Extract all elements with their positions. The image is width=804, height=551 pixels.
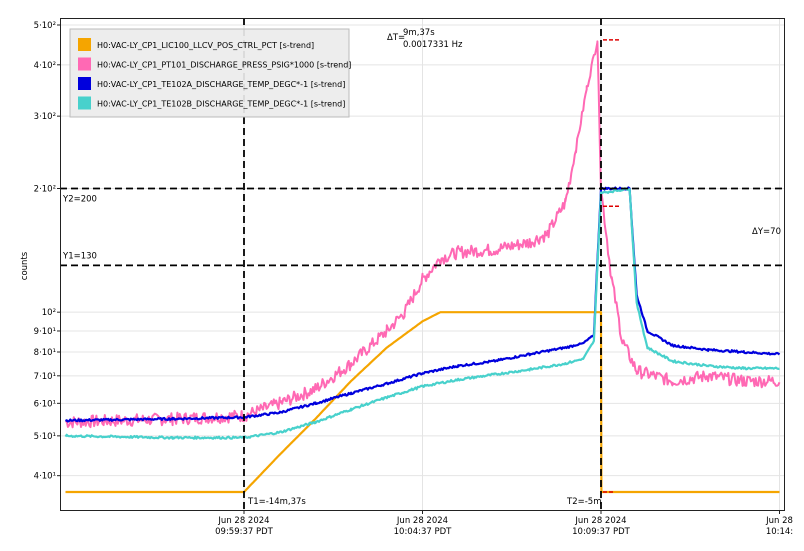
x-tick-date: Jun 28 [765,516,793,526]
cursor-t2-label: T2=-5m [566,497,601,507]
y-tick-label: 10² [42,308,56,318]
cursor-y1-label: Y1=130 [62,251,97,261]
delta-t-frequency: 0.0017331 Hz [403,40,463,50]
x-tick-time: 10:14: [766,527,793,537]
x-tick-time: 10:09:37 PDT [572,527,631,537]
y-tick-label: 4·10² [34,61,56,71]
x-tick-date: Jun 28 2024 [574,516,626,526]
delta-t-value: 9m,37s [403,28,435,38]
plot-frame [60,18,785,511]
x-tick-date: Jun 28 2024 [396,516,448,526]
legend-swatch-2 [78,57,91,71]
y-tick-label: 3·10² [34,112,56,122]
legend-label-2: H0:VAC-LY_CP1_PT101_DISCHARGE_PRESS_PSIG… [97,61,351,70]
legend-label-1: H0:VAC-LY_CP1_LIC100_LLCV_POS_CTRL_PCT [… [97,41,314,50]
x-tick-time: 09:59:37 PDT [215,527,274,537]
y-axis: 4·10¹ 5·10¹ 6·10¹ 7·10¹ 8·10¹ 9·10¹ 10² 2·10² 3·… [34,21,60,482]
y-axis-label: counts [20,251,30,280]
y-tick-label: 5·10² [34,21,56,31]
series-line-2 [64,40,781,429]
y-tick-label: 5·10¹ [34,432,56,442]
y-tick-label: 6·10¹ [34,399,56,409]
cursor-t1-label: T1=-14m,37s [247,497,306,507]
legend-label-4: H0:VAC-LY_CP1_TE102B_DISCHARGE_TEMP_DEGC… [97,100,345,109]
cursors: T1=-14m,37s T2=-5m Y1=130 Y2=200 ΔT=9m,37s 0.… [60,18,784,510]
series-line-1 [65,311,780,494]
x-tick-date: Jun 28 2024 [217,516,269,526]
legend: H0:VAC-LY_CP1_LIC100_LLCV_POS_CTRL_PCT [… [69,28,351,118]
y-tick-label: 2·10² [34,184,56,194]
y-tick-label: 9·10¹ [34,327,56,337]
y-tick-label: 4·10¹ [34,472,56,482]
x-tick-time: 10:04:37 PDT [394,527,453,537]
legend-swatch-3 [78,77,91,90]
delta-y-label: ΔY=70 [752,227,781,237]
legend-swatch-1 [78,38,91,51]
cursor-y2-label: Y2=200 [62,194,97,204]
legend-swatch-4 [78,96,91,110]
legend-box [69,28,350,118]
legend-label-3: H0:VAC-LY_CP1_TE102A_DISCHARGE_TEMP_DEGC… [97,80,345,89]
series-line-3 [64,186,781,423]
series-line-4 [64,187,780,440]
y-tick-label: 7·10¹ [34,372,56,382]
y-tick-label: 8·10¹ [34,348,56,358]
plot-series [64,40,781,494]
delta-t-label: ΔT= [387,33,405,43]
